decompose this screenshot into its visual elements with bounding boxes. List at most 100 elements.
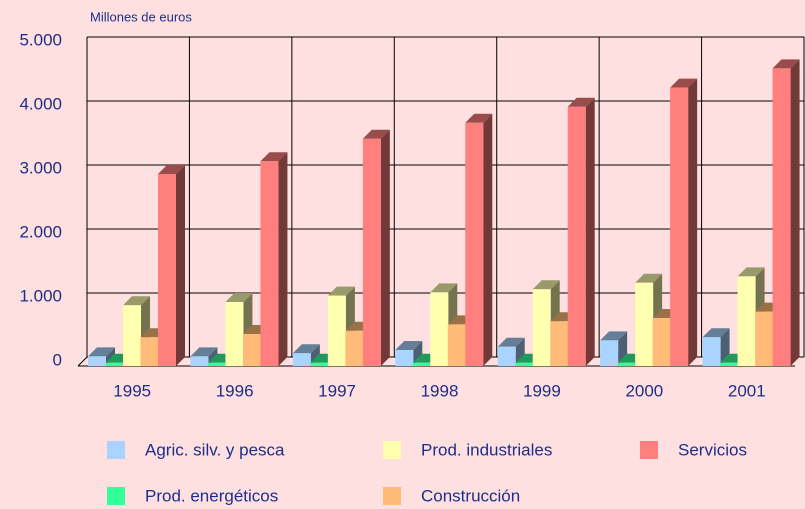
bar — [702, 328, 730, 366]
bar-side — [688, 78, 698, 366]
legend-swatch — [107, 487, 125, 505]
bar-front — [465, 122, 484, 366]
bar — [158, 165, 185, 366]
bar-top — [395, 341, 423, 350]
bar-front — [292, 353, 311, 366]
bar-front — [447, 324, 466, 366]
bar-front — [617, 362, 636, 366]
x-tick-label: 1997 — [318, 381, 356, 400]
bar-top — [327, 286, 355, 296]
bar-side — [176, 165, 185, 366]
y-axis-label: Millones de euros — [90, 9, 192, 24]
bar-front — [123, 305, 141, 366]
x-tick-label: 1999 — [523, 381, 561, 400]
bar-top — [123, 296, 150, 306]
bar-side — [278, 152, 288, 366]
bar-side — [483, 113, 493, 366]
bar-top — [362, 129, 390, 139]
bar-top — [670, 78, 698, 88]
bar-side — [380, 129, 390, 366]
bar-top — [190, 347, 218, 357]
bar-front — [702, 337, 721, 366]
x-tick-label: 2000 — [625, 381, 663, 400]
legend-swatch — [640, 441, 658, 459]
bar-front — [260, 161, 279, 366]
bar-top — [158, 165, 185, 174]
bar — [670, 78, 698, 366]
bar-side — [413, 341, 423, 366]
bar-front — [362, 138, 381, 366]
bar-front — [430, 292, 449, 366]
bar — [772, 59, 800, 367]
bar-front — [600, 340, 619, 366]
y-tick-label: 5.000 — [19, 30, 62, 49]
y-tick-label: 2.000 — [19, 222, 62, 241]
x-tick-label: 1996 — [216, 381, 254, 400]
bar-front — [652, 318, 671, 366]
bar — [260, 152, 288, 366]
bar-front — [670, 87, 689, 366]
bar-front — [720, 362, 739, 366]
bar-top — [88, 347, 115, 357]
bar-side — [585, 97, 595, 367]
bar-front — [207, 362, 226, 366]
legend-swatch — [383, 487, 401, 505]
bar-top — [772, 59, 800, 69]
bar-top — [292, 344, 320, 354]
legend-label: Prod. energéticos — [145, 486, 278, 505]
bar-front — [310, 362, 329, 366]
bar-top — [260, 152, 288, 162]
bar-front — [190, 356, 209, 366]
x-tick-label: 1995 — [113, 381, 151, 400]
legend-swatch — [107, 441, 125, 459]
bar-front — [755, 311, 774, 366]
bar-top — [465, 113, 493, 123]
y-tick-label: 4.000 — [19, 94, 62, 113]
bar-front — [327, 295, 346, 366]
bar — [567, 97, 595, 367]
legend-swatch — [383, 441, 401, 459]
y-tick-label: 3.000 — [19, 158, 62, 177]
bar — [362, 129, 390, 366]
bar-front — [88, 356, 106, 366]
bar-top — [225, 293, 253, 302]
bar-top — [567, 97, 595, 107]
bar-top — [737, 267, 765, 277]
bar-front — [105, 362, 124, 366]
y-tick-label: 0 — [53, 350, 62, 369]
bar-top — [497, 337, 525, 347]
bar-front — [737, 276, 756, 366]
bar-front — [532, 289, 551, 366]
bar-front — [497, 346, 516, 366]
bar-front — [242, 334, 261, 366]
bar-front — [567, 106, 586, 367]
axis-line — [77, 356, 88, 367]
legend-label: Prod. industriales — [421, 440, 552, 459]
bar-front — [225, 302, 244, 366]
bar — [465, 113, 493, 366]
bar-front — [515, 362, 534, 366]
bar-front — [140, 337, 159, 366]
legend-label: Construcción — [421, 486, 520, 505]
bar-front — [412, 362, 431, 366]
bar-front — [345, 330, 364, 366]
bar-side — [790, 59, 800, 367]
bar-front — [550, 321, 569, 366]
y-tick-label: 1.000 — [19, 286, 62, 305]
x-tick-label: 1998 — [421, 381, 459, 400]
legend-label: Agric. silv. y pesca — [145, 440, 285, 459]
bar — [190, 347, 218, 366]
bar-top — [430, 283, 458, 293]
bar-top — [532, 280, 560, 290]
bar-top — [600, 331, 628, 341]
bar-top — [702, 328, 730, 338]
x-tick-label: 2001 — [728, 381, 766, 400]
bar — [395, 341, 423, 366]
legend-label: Servicios — [678, 440, 747, 459]
bar-top — [635, 273, 663, 283]
bar-front — [158, 174, 176, 366]
bar-front — [772, 68, 791, 367]
bar-front — [395, 350, 414, 366]
